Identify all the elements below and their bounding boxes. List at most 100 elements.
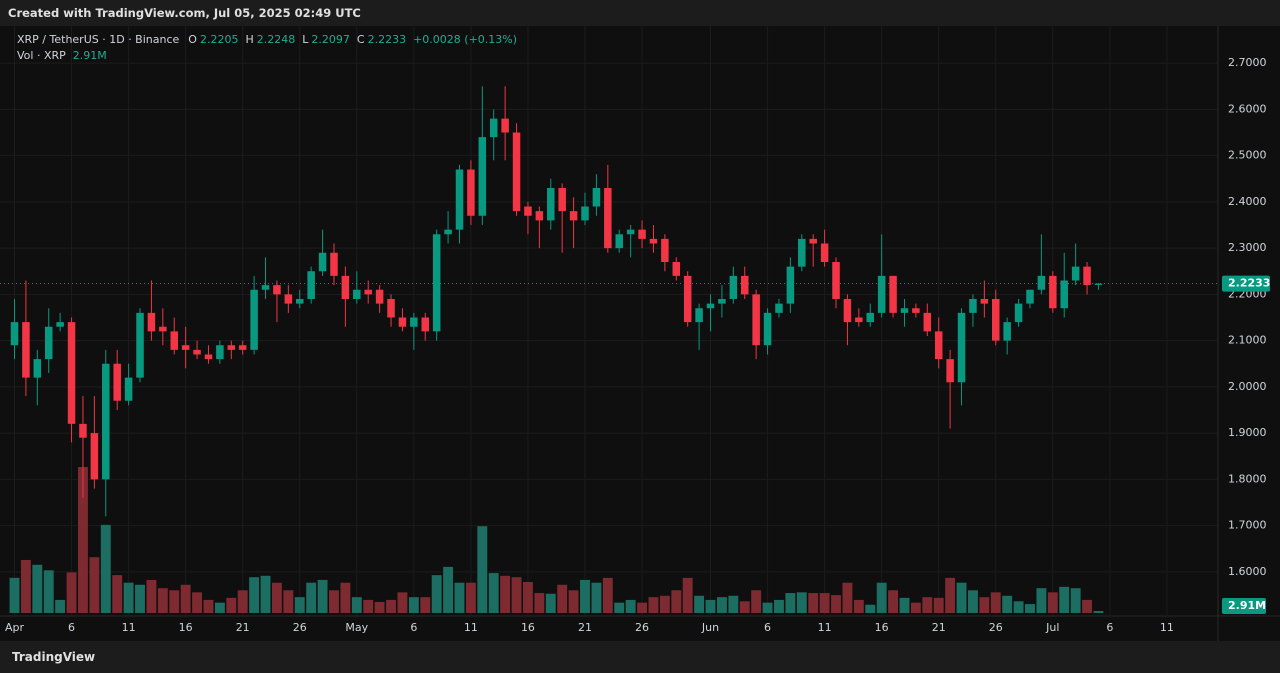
x-tick-label: 11 bbox=[818, 621, 832, 634]
candle-body bbox=[661, 238, 669, 262]
candle-body bbox=[261, 285, 270, 290]
last-price-label: 2.2233 bbox=[1228, 277, 1270, 290]
volume-value: 2.91M bbox=[72, 49, 107, 62]
candle-body bbox=[22, 322, 30, 378]
candle-body bbox=[421, 317, 430, 332]
volume-bar bbox=[728, 595, 739, 613]
candle-body bbox=[90, 433, 99, 480]
candle-body bbox=[1014, 303, 1023, 323]
volume-bar bbox=[465, 582, 476, 613]
candle-body bbox=[729, 275, 738, 299]
candle-body bbox=[672, 262, 681, 276]
chart-background bbox=[0, 26, 1280, 641]
volume-bar bbox=[55, 599, 66, 613]
candle-body bbox=[626, 229, 635, 235]
candle-body bbox=[558, 188, 566, 212]
volume-bar bbox=[637, 602, 647, 613]
x-tick-label: Jun bbox=[701, 621, 719, 634]
ohlc-letter: C bbox=[356, 33, 365, 46]
candle-body bbox=[1094, 283, 1103, 285]
candle-body bbox=[877, 275, 886, 313]
candle-body bbox=[341, 275, 350, 299]
volume-bar bbox=[876, 582, 887, 613]
volume-bar bbox=[32, 564, 43, 613]
volume-bar bbox=[682, 577, 693, 613]
volume-bar bbox=[842, 582, 853, 613]
volume-bar bbox=[180, 584, 191, 613]
volume-bar bbox=[933, 597, 944, 613]
candle-body bbox=[740, 275, 749, 295]
banner: Created with TradingView.com, Jul 05, 20… bbox=[0, 0, 1280, 26]
candle-body bbox=[10, 322, 19, 346]
candle-body bbox=[204, 354, 213, 360]
candle-body bbox=[124, 377, 133, 401]
volume-bar bbox=[397, 592, 408, 613]
ohlc-letter: H bbox=[245, 33, 254, 46]
y-tick-label: 1.6000 bbox=[1228, 565, 1267, 578]
volume-bar bbox=[9, 577, 20, 613]
candle-body bbox=[1060, 280, 1068, 309]
x-tick-label: 16 bbox=[521, 621, 535, 634]
volume-bar bbox=[351, 597, 362, 613]
candle-body bbox=[581, 206, 589, 221]
candle-body bbox=[79, 423, 87, 438]
volume-bar bbox=[317, 579, 328, 613]
x-tick-label: 6 bbox=[764, 621, 771, 634]
candle-body bbox=[695, 308, 703, 323]
volume-bar bbox=[694, 595, 705, 613]
candle-body bbox=[798, 238, 806, 267]
y-tick-label: 2.4000 bbox=[1228, 195, 1267, 208]
volume-bar bbox=[580, 579, 590, 613]
ohlc-value: 2.2248 bbox=[256, 33, 296, 46]
volume-bar bbox=[1047, 592, 1058, 613]
y-tick-label: 1.7000 bbox=[1228, 519, 1267, 532]
candle-body bbox=[786, 266, 795, 304]
volume-bar bbox=[865, 604, 876, 613]
volume-bar bbox=[648, 597, 659, 613]
volume-bar bbox=[853, 599, 864, 613]
candle-body bbox=[216, 345, 224, 360]
volume-bar bbox=[135, 584, 145, 613]
y-tick-label: 2.1000 bbox=[1228, 334, 1267, 347]
candle-body bbox=[113, 363, 121, 401]
candle-body bbox=[763, 312, 772, 346]
x-tick-label: Jul bbox=[1045, 621, 1059, 634]
volume-bar bbox=[112, 575, 123, 613]
volume-bar bbox=[945, 577, 956, 613]
candle-body bbox=[102, 363, 110, 480]
candle-body bbox=[809, 238, 817, 244]
candle-body bbox=[535, 211, 544, 221]
volume-name: Vol · XRP bbox=[17, 49, 66, 62]
volume-bar bbox=[899, 597, 910, 613]
candle-body bbox=[364, 289, 372, 295]
x-tick-label: 11 bbox=[1160, 621, 1174, 634]
volume-bar bbox=[146, 579, 157, 613]
candle-body bbox=[1049, 275, 1057, 309]
candle-body bbox=[67, 322, 76, 424]
volume-bar bbox=[89, 557, 100, 613]
volume-bar bbox=[420, 597, 431, 613]
candle-body bbox=[444, 229, 452, 235]
candle-body bbox=[866, 312, 874, 323]
x-tick-label: Apr bbox=[5, 621, 25, 634]
candle-body bbox=[136, 312, 144, 378]
candle-body bbox=[992, 298, 1000, 341]
y-tick-label: 1.9000 bbox=[1228, 426, 1267, 439]
y-tick-label: 2.0000 bbox=[1228, 380, 1267, 393]
candle-body bbox=[512, 132, 521, 212]
volume-bar bbox=[203, 599, 214, 613]
candle-body bbox=[467, 169, 475, 216]
grid bbox=[0, 26, 1218, 616]
volume-bar bbox=[78, 467, 88, 613]
candle-body bbox=[250, 289, 258, 350]
volume-bar bbox=[283, 590, 294, 613]
volume-bar bbox=[1013, 601, 1024, 613]
volume-bar bbox=[774, 599, 784, 613]
x-tick-label: 16 bbox=[179, 621, 193, 634]
x-tick-label: 26 bbox=[635, 621, 649, 634]
volume-bar bbox=[237, 590, 248, 613]
volume-bar bbox=[671, 590, 682, 613]
volume-bar bbox=[340, 582, 351, 613]
